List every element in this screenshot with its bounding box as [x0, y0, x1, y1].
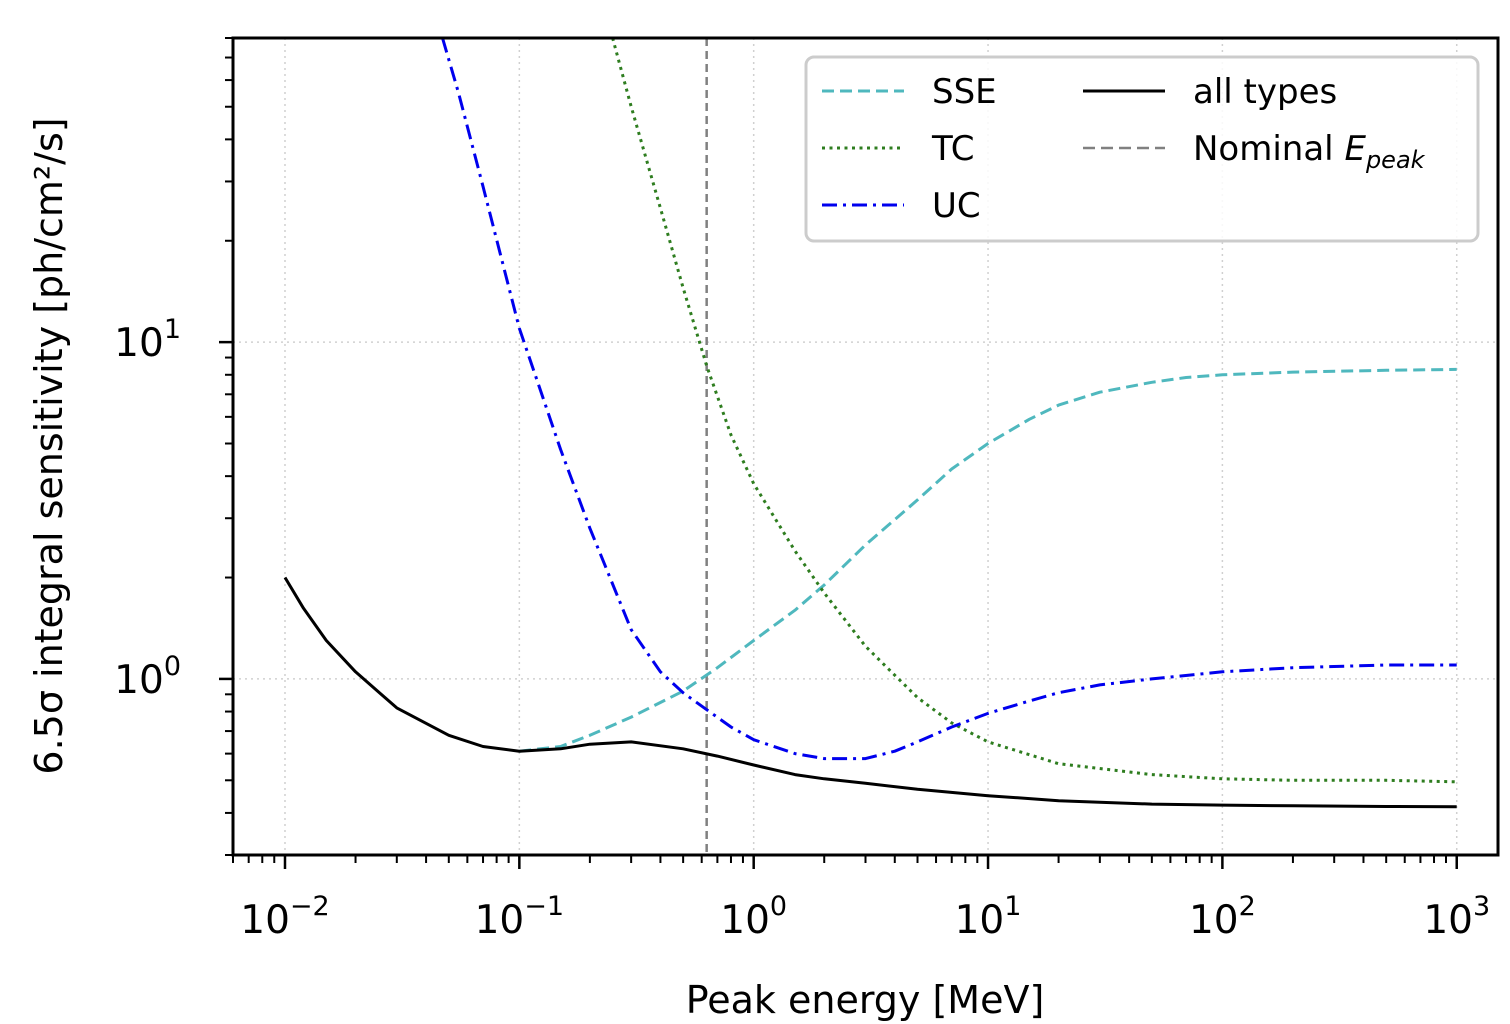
- legend-label-2: UC: [932, 186, 981, 226]
- axis-ticks: [219, 37, 1458, 869]
- y-tick-label-1: 101: [114, 314, 181, 366]
- y-axis-label: 6.5σ integral sensitivity [ph/cm²/s]: [27, 117, 71, 774]
- y-tick-label-0: 100: [114, 651, 181, 703]
- series-lines: [283, 38, 1457, 809]
- x-tick-label-5: 103: [1423, 891, 1490, 943]
- series-line-all-types: [283, 576, 1457, 809]
- tick-labels: 10−2 10−1 100 101 102 103 100 101: [114, 314, 1490, 943]
- grid-lines: [233, 38, 1498, 855]
- legend-label-4: Nominal Epeak: [1193, 129, 1426, 174]
- x-axis-label: Peak energy [MeV]: [686, 978, 1045, 1022]
- legend-label-3: all types: [1193, 72, 1337, 112]
- series-line-uc: [441, 38, 1457, 761]
- x-tick-label-1: 10−1: [475, 891, 564, 943]
- legend-label-1: TC: [931, 129, 975, 169]
- legend: SSE TC UC all types Nominal Epeak: [804, 55, 1480, 243]
- legend-label-0: SSE: [932, 72, 997, 112]
- x-tick-label-0: 10−2: [240, 891, 329, 943]
- series-line-sse: [519, 367, 1457, 753]
- x-tick-label-2: 100: [720, 891, 787, 943]
- x-tick-label-3: 101: [955, 891, 1022, 943]
- x-tick-label-4: 102: [1189, 891, 1256, 943]
